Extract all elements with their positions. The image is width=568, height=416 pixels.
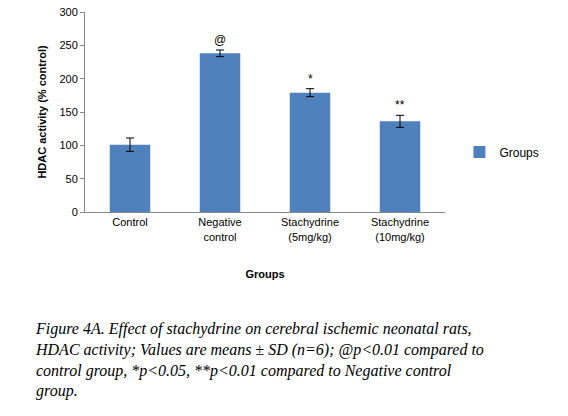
svg-text:100: 100	[59, 139, 77, 151]
svg-text:*: *	[308, 72, 313, 86]
svg-text:Figure 4A. Effect of stachydri: Figure 4A. Effect of stachydrine on cere…	[35, 320, 484, 400]
svg-text:Stachydrine(10mg/kg): Stachydrine(10mg/kg)	[371, 216, 429, 242]
svg-text:Negativecontrol: Negativecontrol	[198, 216, 241, 242]
svg-text:150: 150	[59, 106, 77, 118]
svg-text:250: 250	[59, 39, 77, 51]
svg-text:Groups: Groups	[499, 146, 538, 160]
svg-text:**: **	[395, 98, 405, 112]
svg-text:50: 50	[66, 173, 78, 185]
svg-text:200: 200	[59, 73, 77, 85]
svg-text:300: 300	[59, 6, 77, 18]
svg-text:HDAC activity (% control): HDAC activity (% control)	[36, 45, 48, 179]
svg-text:Groups: Groups	[245, 268, 284, 280]
svg-text:0: 0	[72, 206, 78, 218]
svg-text:Stachydrine(5mg/kg): Stachydrine(5mg/kg)	[281, 216, 339, 242]
svg-text:Control: Control	[112, 216, 147, 228]
svg-text:@: @	[214, 33, 226, 47]
